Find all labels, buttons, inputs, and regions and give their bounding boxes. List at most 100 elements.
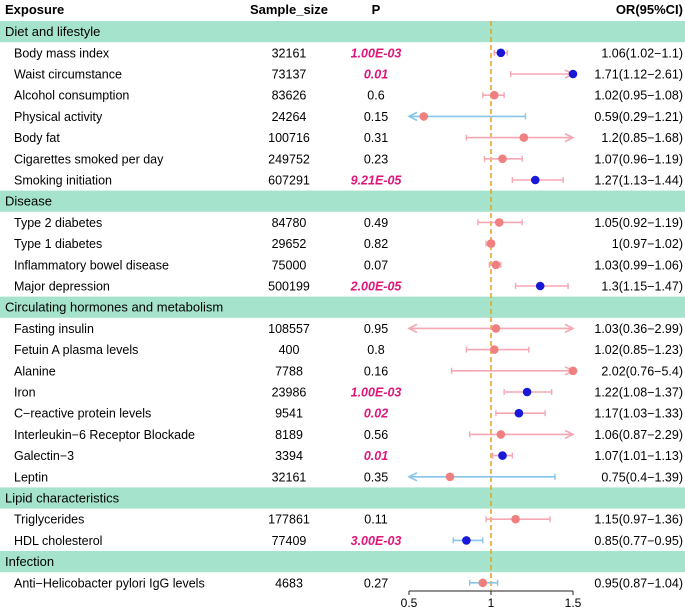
or-ci-cell: 1.27(1.13−1.44) (594, 174, 683, 188)
p-value-cell: 0.02 (364, 407, 388, 421)
exposure-label: Smoking initiation (14, 174, 112, 188)
x-axis: 0.5 1 1.5 (401, 590, 582, 610)
point-significant (496, 48, 506, 58)
sample-size-cell: 607291 (268, 174, 310, 188)
column-headers: Exposure Sample_size P OR(95%CI) (5, 2, 683, 17)
sample-size-cell: 177861 (268, 513, 310, 527)
ci-arrow-left (407, 472, 418, 482)
sample-size-cell: 23986 (272, 386, 307, 400)
point-significant (530, 175, 540, 185)
p-value-cell: 0.8 (367, 343, 384, 357)
section-band (0, 296, 685, 318)
sample-size-cell: 100716 (268, 131, 310, 145)
section-title: Disease (5, 194, 52, 209)
ci-arrow-right (564, 429, 575, 440)
p-value-cell: 9.21E-05 (351, 174, 403, 188)
or-ci-cell: 1.2(0.85−1.68) (601, 131, 683, 145)
section-bands (0, 21, 685, 573)
or-ci-cell: 1.07(1.01−1.13) (594, 449, 683, 463)
exposure-label: Fetuin A plasma levels (14, 343, 138, 357)
point (478, 578, 488, 588)
exposure-label: Alcohol consumption (14, 89, 129, 103)
exposure-label: HDL cholesterol (14, 534, 102, 548)
exposure-label: Anti−Helicobacter pylori IgG levels (14, 576, 205, 590)
point-significant (522, 387, 532, 397)
p-value-cell: 0.01 (364, 68, 388, 82)
point (419, 112, 429, 121)
or-ci-cell: 1.71(1.12−2.61) (594, 68, 683, 82)
point (489, 90, 499, 100)
exposure-label: Body fat (14, 131, 60, 145)
p-value-cell: 1.00E-03 (351, 386, 402, 400)
p-value-cell: 0.16 (364, 364, 388, 378)
point (498, 154, 507, 164)
point (489, 345, 499, 354)
exposure-label: Alanine (14, 364, 56, 378)
exposure-label: Cigarettes smoked per day (14, 152, 164, 166)
p-value-cell: 0.56 (364, 428, 388, 442)
or-ci-cell: 1.03(0.99−1.06) (594, 258, 683, 272)
sample-size-cell: 84780 (272, 216, 307, 230)
point-significant (514, 408, 524, 418)
exposure-label: Fasting insulin (14, 322, 94, 336)
sample-size-cell: 108557 (268, 322, 310, 336)
exposure-label: Major depression (14, 280, 110, 294)
exposure-label: Galectin−3 (14, 449, 74, 463)
sample-size-cell: 83626 (272, 89, 307, 103)
exposure-label: Type 1 diabetes (14, 237, 102, 251)
x-tick-label: 1 (488, 596, 495, 610)
or-ci-cell: 1.06(1.02−1.1) (601, 46, 683, 60)
exposure-label: Triglycerides (14, 513, 84, 527)
p-value-cell: 0.01 (364, 449, 388, 463)
sample-size-cell: 32161 (272, 46, 307, 60)
section-band (0, 551, 685, 573)
p-value-cell: 0.35 (364, 470, 388, 484)
section-band (0, 190, 685, 212)
or-ci-cell: 1.05(0.92−1.19) (594, 216, 683, 230)
section-title: Circulating hormones and metabolism (5, 300, 223, 315)
p-value-cell: 1.00E-03 (351, 46, 402, 60)
header-p: P (372, 2, 381, 17)
sample-size-cell: 75000 (272, 258, 307, 272)
p-value-cell: 0.23 (364, 152, 388, 166)
point-significant (535, 281, 545, 291)
point-significant (568, 69, 578, 79)
exposure-label: Interleukin−6 Receptor Blockade (14, 428, 195, 442)
exposure-label: Type 2 diabetes (14, 216, 102, 230)
point (445, 472, 455, 482)
ci-arrow-right (564, 323, 575, 334)
point (494, 218, 504, 227)
rows: Diet and lifestyle Body mass index 32161 1.… (5, 24, 683, 590)
sample-size-cell: 73137 (272, 68, 307, 82)
point (491, 324, 501, 333)
x-tick-label: 1.5 (565, 596, 582, 610)
section-title: Diet and lifestyle (5, 24, 100, 39)
or-ci-cell: 1(0.97−1.02) (612, 237, 683, 251)
ci-arrow-right (564, 132, 575, 143)
exposure-label: Body mass index (14, 46, 110, 60)
exposure-label: Physical activity (14, 110, 103, 124)
exposure-label: Leptin (14, 470, 48, 484)
p-value-cell: 0.11 (364, 513, 387, 527)
section-title: Infection (5, 554, 54, 569)
sample-size-cell: 24264 (272, 110, 307, 124)
p-value-cell: 2.00E-05 (350, 280, 403, 294)
or-ci-cell: 0.59(0.29−1.21) (594, 110, 683, 124)
p-value-cell: 0.07 (364, 258, 388, 272)
point (519, 133, 529, 142)
p-value-cell: 0.82 (364, 237, 388, 251)
or-ci-cell: 0.85(0.77−0.95) (594, 534, 683, 548)
exposure-label: Waist circumstance (14, 68, 122, 82)
or-ci-cell: 1.07(0.96−1.19) (594, 152, 683, 166)
or-ci-cell: 1.22(1.08−1.37) (594, 386, 683, 400)
exposure-label: Iron (14, 386, 36, 400)
sample-size-cell: 8189 (275, 428, 303, 442)
or-ci-cell: 1.15(0.97−1.36) (594, 513, 683, 527)
sample-size-cell: 3394 (275, 449, 303, 463)
header-sample-size: Sample_size (250, 2, 328, 17)
p-value-cell: 0.95 (364, 322, 388, 336)
section-band (0, 21, 685, 43)
or-ci-cell: 0.95(0.87−1.04) (594, 576, 683, 590)
p-value-cell: 0.31 (364, 131, 388, 145)
